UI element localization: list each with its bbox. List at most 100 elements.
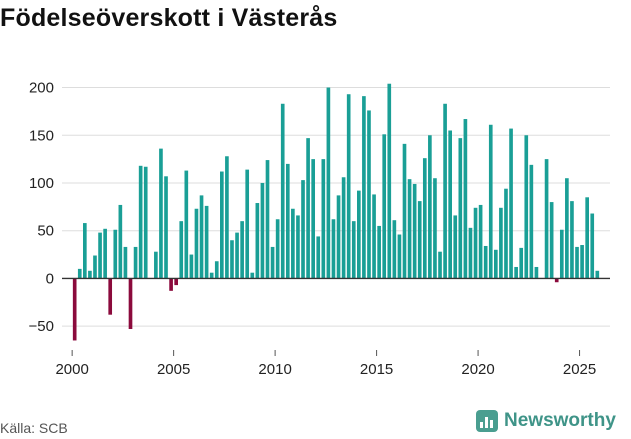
bar [488, 124, 493, 279]
bar [250, 272, 255, 279]
bar [108, 278, 113, 315]
brand-name: Newsworthy [504, 410, 616, 431]
bar [478, 204, 483, 279]
bar [214, 261, 219, 279]
bar [77, 268, 82, 279]
bar [184, 170, 189, 279]
bar [128, 278, 133, 330]
bar [524, 135, 529, 279]
bar [448, 130, 452, 279]
bar [230, 240, 234, 279]
bar [575, 246, 579, 279]
bar [336, 195, 341, 279]
bar [458, 138, 463, 279]
x-tick-label: 2025 [563, 361, 596, 378]
bar [164, 176, 168, 279]
bar [179, 221, 184, 279]
bar [189, 254, 194, 279]
bar [331, 219, 336, 279]
bar [407, 179, 412, 279]
bar [306, 138, 310, 279]
bar [169, 278, 173, 291]
bar [453, 215, 458, 279]
x-tick-label: 2020 [461, 361, 494, 378]
bar [204, 205, 209, 279]
x-tick-label: 2000 [55, 361, 88, 378]
bar [565, 178, 569, 279]
bar [275, 219, 280, 279]
bar [123, 246, 128, 279]
bar [235, 232, 239, 279]
bar [468, 227, 473, 279]
bar [209, 272, 214, 279]
bar [590, 213, 595, 279]
bar [585, 197, 589, 279]
bar [138, 165, 143, 279]
y-tick-label: 150 [29, 127, 54, 144]
bar [544, 159, 549, 279]
bar [362, 96, 366, 279]
bar [341, 177, 346, 279]
bar [483, 245, 488, 279]
bar [519, 247, 524, 279]
bar [392, 220, 397, 279]
bar [194, 208, 199, 279]
chart: −50 0 50 100 150 200 2000 2005 2010 2015 2020 2025 [29, 80, 610, 378]
bar [412, 183, 417, 279]
bar [417, 201, 422, 279]
bar [529, 164, 534, 279]
bar [285, 163, 290, 279]
bar [402, 143, 407, 279]
bar [98, 232, 102, 279]
bar [291, 208, 295, 279]
bar [72, 278, 77, 341]
source-note: Källa: SCB [0, 420, 68, 436]
y-tick-label: 0 [46, 270, 54, 287]
bar [534, 266, 539, 279]
bar [199, 195, 204, 279]
bar [422, 158, 427, 279]
newsworthy-logo[interactable]: Newsworthy [476, 410, 616, 432]
x-tick-label: 2010 [258, 361, 291, 378]
bar [260, 182, 265, 279]
bar [346, 94, 351, 279]
bar [514, 266, 518, 279]
bar [372, 194, 376, 279]
bar [397, 234, 402, 279]
x-axis: 2000 2005 2010 2015 2020 2025 [55, 350, 596, 378]
bar [559, 229, 564, 279]
bar [494, 249, 498, 279]
y-axis-labels: −50 0 50 100 150 200 [29, 80, 54, 336]
bar [595, 270, 600, 279]
bar [118, 204, 123, 279]
bar [367, 110, 371, 279]
bar [554, 278, 559, 283]
bar [270, 246, 275, 279]
y-tick-label: 200 [29, 80, 54, 97]
bar [549, 202, 554, 279]
bar [382, 134, 387, 279]
bar [499, 207, 503, 279]
y-tick-label: −50 [29, 318, 54, 335]
bar [133, 246, 138, 279]
bar [443, 103, 447, 279]
bar [159, 148, 163, 279]
bar [83, 223, 87, 279]
bars [72, 83, 600, 341]
bar [154, 251, 158, 279]
bar [265, 160, 270, 279]
bar [316, 236, 321, 279]
x-tick-label: 2015 [360, 361, 393, 378]
bar [377, 225, 381, 279]
chart-title: Födelseöverskott i Västerås [0, 4, 338, 32]
bar [103, 228, 107, 279]
chart-bars-icon [476, 410, 498, 432]
bar [326, 87, 331, 279]
bar [433, 178, 437, 279]
bar [174, 278, 178, 286]
bar [240, 221, 244, 279]
bar [463, 119, 468, 279]
bar [321, 159, 326, 279]
y-tick-label: 100 [29, 175, 54, 192]
bar [351, 221, 356, 279]
